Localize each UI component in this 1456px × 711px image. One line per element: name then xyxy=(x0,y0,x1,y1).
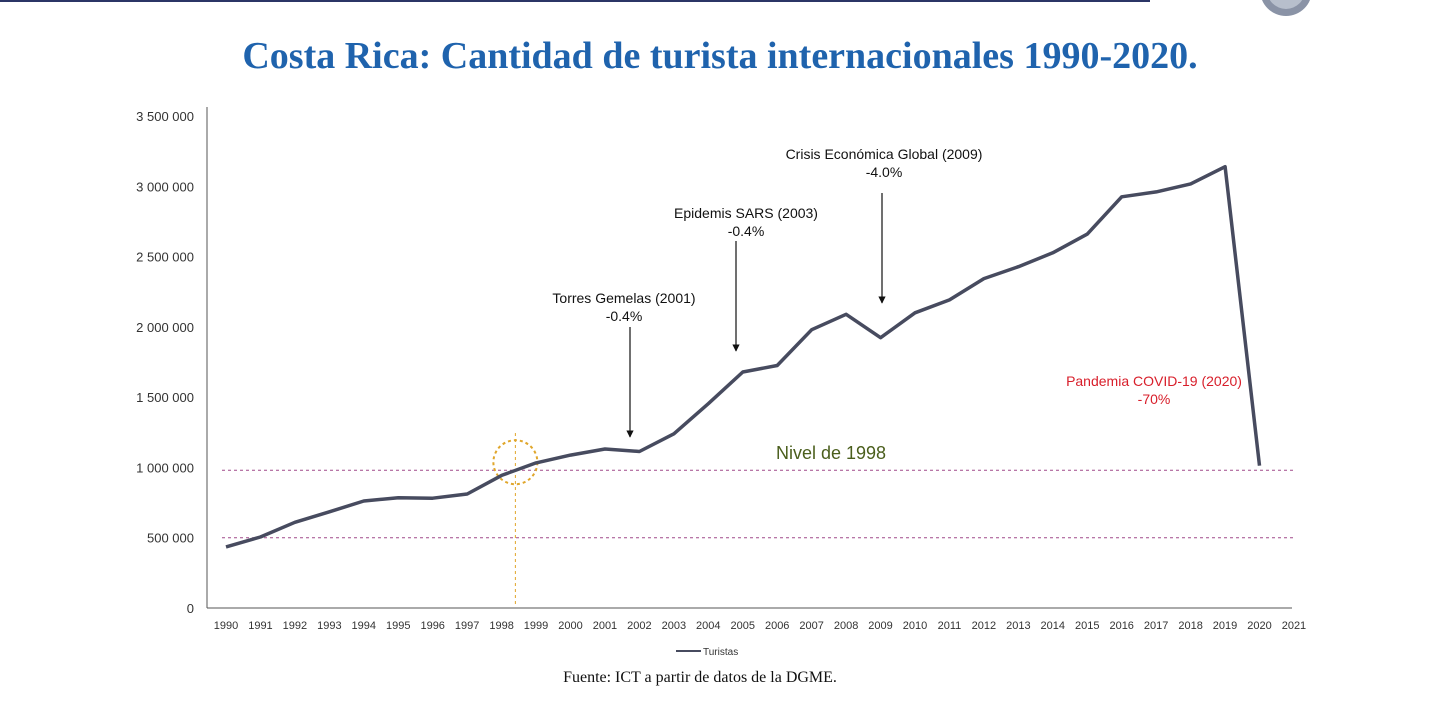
x-tick-labels: 1990 1991 1992 1993 1994 1995 1996 1997 1998 1999… xyxy=(214,620,1306,632)
y-tick-label: 500 000 xyxy=(147,531,194,546)
x-tick-label: 2013 xyxy=(1006,620,1030,632)
reference-lines xyxy=(222,469,1293,539)
x-tick-label: 1996 xyxy=(420,620,444,632)
x-tick-label: 1998 xyxy=(489,620,513,632)
axes xyxy=(206,107,1292,609)
annotation-title: Torres Gemelas (2001) xyxy=(552,290,695,306)
annotation-change: -0.4% xyxy=(728,223,765,239)
x-tick-label: 1997 xyxy=(455,620,479,632)
x-tick-label: 2004 xyxy=(696,620,720,632)
annotation-title: Epidemis SARS (2003) xyxy=(674,205,818,221)
x-tick-label: 2007 xyxy=(799,620,823,632)
source-note: Fuente: ICT a partir de datos de la DGME… xyxy=(563,669,837,686)
x-tick-label: 1994 xyxy=(352,620,376,632)
x-tick-label: 2009 xyxy=(868,620,892,632)
x-tick-label: 2006 xyxy=(765,620,789,632)
x-tick-label: 2000 xyxy=(558,620,582,632)
top-rule xyxy=(0,0,1150,2)
x-tick-label: 2012 xyxy=(972,620,996,632)
x-tick-label: 1999 xyxy=(524,620,548,632)
y-tick-label: 0 xyxy=(187,601,194,616)
x-tick-label: 2010 xyxy=(903,620,927,632)
y-tick-label: 1 500 000 xyxy=(136,390,194,405)
x-tick-label: 2003 xyxy=(662,620,686,632)
x-tick-label: 2002 xyxy=(627,620,651,632)
y-tick-label: 3 000 000 xyxy=(136,179,194,194)
annotation-title: Pandemia COVID-19 (2020) xyxy=(1066,373,1242,389)
annotations: Torres Gemelas (2001) -0.4% Epidemis SARS … xyxy=(552,146,1242,438)
x-tick-label: 2008 xyxy=(834,620,858,632)
legend-label: Turistas xyxy=(703,647,738,658)
nivel-label: Nivel de 1998 xyxy=(776,443,886,463)
annotation-change: -4.0% xyxy=(866,164,903,180)
x-tick-label: 2011 xyxy=(938,620,962,632)
x-tick-label: 2018 xyxy=(1178,620,1202,632)
x-tick-label: 2001 xyxy=(593,620,617,632)
vertical-marker xyxy=(492,433,539,607)
legend: Turistas xyxy=(676,647,738,658)
y-tick-label: 2 000 000 xyxy=(136,320,194,335)
series-line-turistas xyxy=(225,164,1262,549)
gear-icon xyxy=(1262,0,1310,16)
x-tick-label: 2019 xyxy=(1213,620,1237,632)
annotation-change: -0.4% xyxy=(606,308,643,324)
y-tick-label: 1 000 000 xyxy=(136,460,194,475)
chart-title: Costa Rica: Cantidad de turista internac… xyxy=(242,35,1198,77)
x-tick-label: 2005 xyxy=(731,620,755,632)
x-tick-label: 1992 xyxy=(283,620,307,632)
annotation-title: Crisis Económica Global (2009) xyxy=(786,146,983,162)
x-tick-label: 1991 xyxy=(248,620,272,632)
y-tick-labels: 0 500 000 1 000 000 1 500 000 2 000 000 2 500… xyxy=(136,109,194,616)
x-tick-label: 1995 xyxy=(386,620,410,632)
x-tick-label: 2021 xyxy=(1282,620,1306,632)
x-tick-label: 2015 xyxy=(1075,620,1099,632)
y-tick-label: 2 500 000 xyxy=(136,250,194,265)
x-tick-label: 2014 xyxy=(1041,620,1065,632)
x-tick-label: 2020 xyxy=(1247,620,1271,632)
series-lines xyxy=(225,164,1262,549)
x-tick-label: 2016 xyxy=(1109,620,1133,632)
annotation-change: -70% xyxy=(1138,391,1171,407)
x-tick-label: 2017 xyxy=(1144,620,1168,632)
x-tick-label: 1990 xyxy=(214,620,238,632)
y-tick-label: 3 500 000 xyxy=(136,109,194,124)
x-tick-label: 1993 xyxy=(317,620,341,632)
